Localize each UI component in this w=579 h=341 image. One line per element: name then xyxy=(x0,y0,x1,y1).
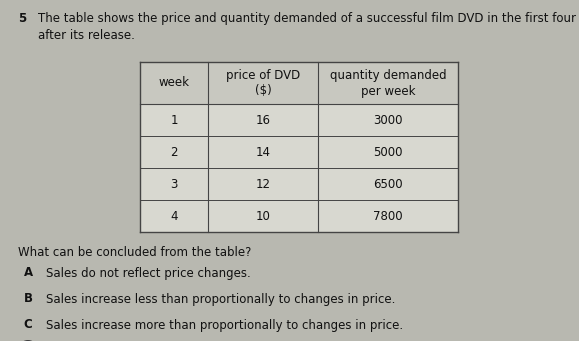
Text: B: B xyxy=(24,293,32,306)
Text: price of DVD
($): price of DVD ($) xyxy=(226,69,300,98)
Text: 7800: 7800 xyxy=(373,209,403,222)
Text: 4: 4 xyxy=(170,209,178,222)
Text: quantity demanded
per week: quantity demanded per week xyxy=(329,69,446,98)
Text: 3: 3 xyxy=(170,178,178,191)
Text: 6500: 6500 xyxy=(373,178,403,191)
Text: 12: 12 xyxy=(255,178,270,191)
Text: Sales do not reflect price changes.: Sales do not reflect price changes. xyxy=(46,267,251,280)
Text: Sales increase more than proportionally to changes in price.: Sales increase more than proportionally … xyxy=(46,318,403,331)
Text: week: week xyxy=(159,76,189,89)
Text: What can be concluded from the table?: What can be concluded from the table? xyxy=(18,246,251,259)
Bar xyxy=(140,62,458,104)
Text: 2: 2 xyxy=(170,146,178,159)
Text: A: A xyxy=(23,267,32,280)
Text: 16: 16 xyxy=(255,114,270,127)
Text: 3000: 3000 xyxy=(373,114,403,127)
Text: 10: 10 xyxy=(255,209,270,222)
Text: The table shows the price and quantity demanded of a successful film DVD in the : The table shows the price and quantity d… xyxy=(38,12,579,42)
Text: 1: 1 xyxy=(170,114,178,127)
Text: C: C xyxy=(24,318,32,331)
Text: 14: 14 xyxy=(255,146,270,159)
Text: Sales increase less than proportionally to changes in price.: Sales increase less than proportionally … xyxy=(46,293,395,306)
Text: 5000: 5000 xyxy=(373,146,403,159)
Bar xyxy=(140,62,458,232)
Text: 5: 5 xyxy=(18,12,26,25)
